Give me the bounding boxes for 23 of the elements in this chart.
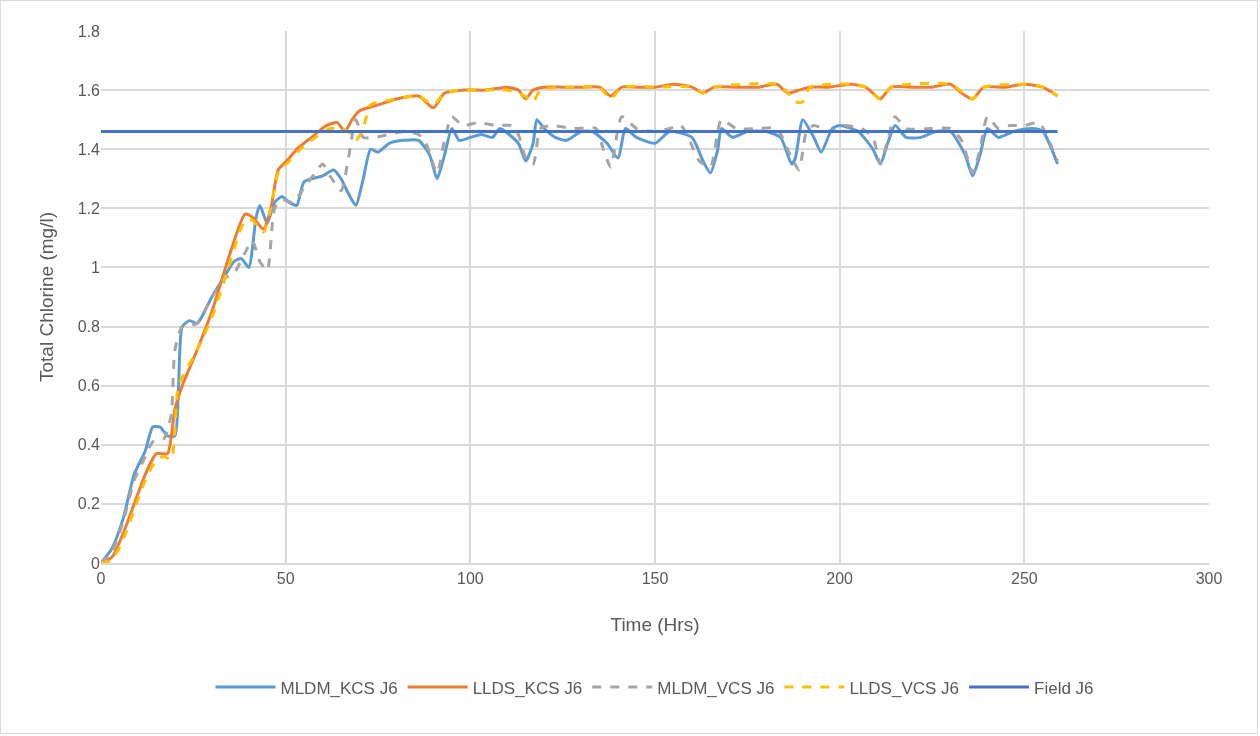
y-tick-label: 1 xyxy=(91,259,101,277)
x-tick-label: 100 xyxy=(456,569,484,587)
y-tick-label: 1.8 xyxy=(77,22,101,40)
y-tick-label: 1.2 xyxy=(77,199,101,217)
y-tick-label: 0.6 xyxy=(77,377,101,395)
x-axis-title: Time (Hrs) xyxy=(610,613,700,635)
y-tick-label: 1.6 xyxy=(77,81,101,99)
x-tick-label: 150 xyxy=(641,569,669,587)
x-tick-label: 200 xyxy=(826,569,854,587)
legend-label: MLDM_VCS J6 xyxy=(657,678,775,698)
x-tick-label: 50 xyxy=(276,569,295,587)
y-tick-label: 0.8 xyxy=(77,318,101,336)
y-tick-label: 0.4 xyxy=(77,436,101,454)
y-tick-label: 0.2 xyxy=(77,495,101,513)
x-tick-label: 250 xyxy=(1010,569,1038,587)
legend-label: MLDM_KCS J6 xyxy=(280,678,398,698)
y-axis-title: Total Chlorine (mg/l) xyxy=(36,212,57,382)
legend-label: Field J6 xyxy=(1034,678,1094,698)
y-tick-label: 0 xyxy=(91,554,101,572)
y-tick-label: 1.4 xyxy=(77,140,101,158)
x-tick-label: 300 xyxy=(1195,569,1223,587)
legend-label: LLDS_VCS J6 xyxy=(849,678,960,698)
legend-label: LLDS_KCS J6 xyxy=(472,678,583,698)
